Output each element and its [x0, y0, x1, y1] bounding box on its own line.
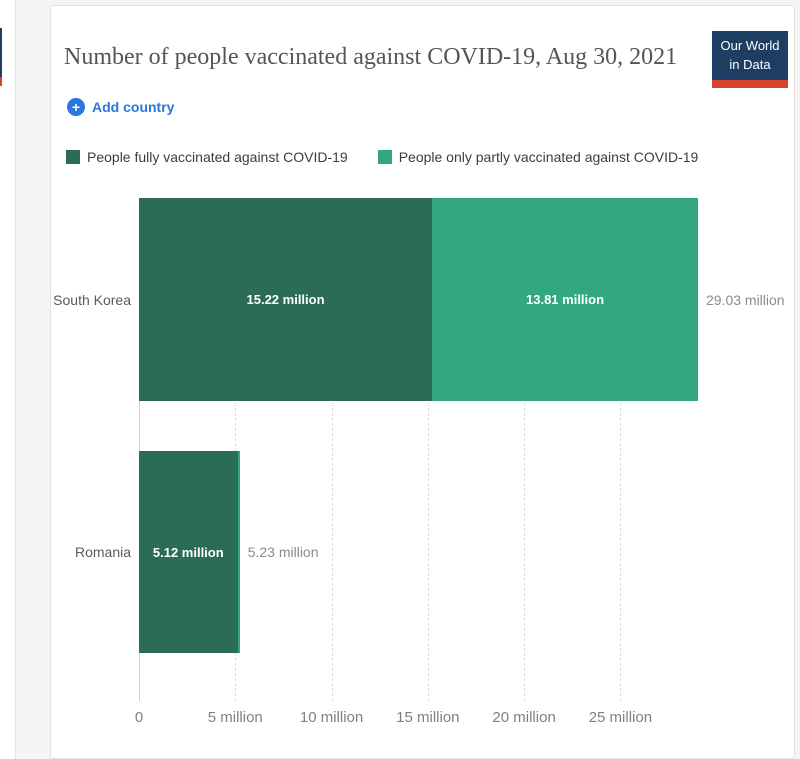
category-label-south-korea: South Korea	[53, 291, 131, 308]
bar-chart: South Korea 15.22 million 13.81 million …	[51, 198, 796, 743]
adjacent-card-edge	[0, 0, 16, 759]
legend-swatch-partly-icon	[377, 150, 392, 164]
gridline	[331, 198, 333, 701]
gridline	[235, 198, 237, 701]
grid-layer	[139, 198, 754, 701]
total-label-romania: 5.23 million	[247, 544, 319, 560]
x-tick-label: 20 million	[492, 709, 556, 726]
bar-value-label-south-korea-partly: 13.81 million	[526, 292, 605, 307]
gridline	[427, 198, 429, 701]
legend-item-partly-vaccinated: People only partly vaccinated against CO…	[377, 149, 699, 165]
x-tick-label: 15 million	[396, 709, 460, 726]
owid-logo[interactable]: Our World in Data	[712, 31, 788, 88]
bar-segment-romania-fully[interactable]: 5.12 million	[139, 451, 238, 653]
gridline	[524, 198, 526, 701]
gridline	[620, 198, 622, 701]
chart-card: Number of people vaccinated against COVI…	[50, 5, 795, 759]
adjacent-logo-sliver-navy	[0, 28, 2, 77]
x-axis: 0 5 million 10 million 15 million 20 million…	[135, 709, 754, 731]
x-tick-label: 10 million	[299, 709, 364, 726]
bar-row-south-korea: South Korea 15.22 million 13.81 million …	[51, 198, 796, 401]
bar-segment-south-korea-fully[interactable]: 15.22 million	[139, 198, 433, 401]
total-label-south-korea: 29.03 million	[705, 291, 785, 308]
bar-row-romania: Romania 5.12 million 5.23 million	[51, 451, 796, 653]
bar-segment-romania-partly[interactable]	[237, 451, 240, 653]
x-tick-label: 0	[134, 709, 144, 726]
x-tick-label: 5 million	[207, 709, 263, 726]
adjacent-logo-sliver-red	[0, 77, 2, 86]
legend-label-partly: People only partly vaccinated against CO…	[398, 149, 699, 165]
bar-value-label-romania-fully: 5.12 million	[152, 544, 224, 560]
owid-logo-line2: in Data	[729, 56, 771, 72]
chart-legend: People fully vaccinated against COVID-19…	[66, 149, 698, 165]
owid-logo-accent-bar	[712, 79, 788, 88]
plus-circle-icon: +	[67, 98, 85, 116]
x-tick-label: 25 million	[588, 709, 653, 726]
category-label-romania: Romania	[74, 544, 131, 560]
owid-logo-text: Our World in Data	[712, 31, 788, 80]
owid-logo-line1: Our World	[720, 38, 780, 53]
add-country-label: Add country	[92, 99, 175, 115]
chart-title: Number of people vaccinated against COVI…	[64, 44, 678, 71]
legend-item-fully-vaccinated: People fully vaccinated against COVID-19	[66, 149, 348, 165]
gridline	[139, 198, 140, 701]
add-country-button[interactable]: + Add country	[64, 95, 177, 119]
legend-label-fully: People fully vaccinated against COVID-19	[87, 149, 348, 165]
bar-value-label-south-korea-fully: 15.22 million	[246, 292, 325, 307]
bar-segment-south-korea-partly[interactable]: 13.81 million	[432, 198, 698, 401]
legend-swatch-fully-icon	[66, 150, 80, 164]
